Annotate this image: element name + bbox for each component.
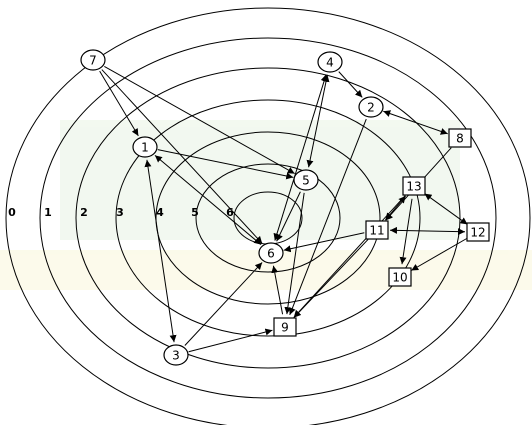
- node-label: 13: [406, 180, 421, 194]
- node-label: 3: [172, 349, 180, 363]
- node-box: [402, 176, 426, 196]
- node-box: [388, 267, 412, 287]
- node-label: 12: [470, 226, 485, 240]
- ring-label: 3: [116, 206, 124, 219]
- node-box: [466, 222, 490, 242]
- arrow: [284, 192, 305, 315]
- arrow: [399, 198, 413, 265]
- ring: [5, 7, 531, 425]
- arrow: [384, 195, 407, 221]
- node-label: 7: [89, 54, 97, 68]
- node-label: 1: [141, 141, 149, 155]
- ring-label: 5: [191, 206, 199, 219]
- arrow: [271, 265, 284, 315]
- arrow: [144, 159, 177, 343]
- arrow: [99, 70, 139, 137]
- node-circle: [163, 344, 189, 366]
- arrow: [276, 191, 301, 242]
- node-circle: [293, 169, 319, 191]
- node-label: 2: [367, 101, 375, 115]
- node-label: 10: [392, 271, 407, 285]
- node-label: 6: [267, 247, 275, 261]
- ring-labels: 0 1 2 3 4 5 6: [8, 206, 234, 219]
- arrow: [289, 118, 367, 316]
- node-circle: [317, 51, 343, 73]
- arrow: [338, 71, 363, 98]
- arrow: [306, 74, 330, 168]
- node-circle: [132, 136, 158, 158]
- node-label: 11: [369, 224, 384, 238]
- ring-label: 0: [8, 206, 16, 219]
- arrow: [383, 110, 448, 135]
- node-label: 4: [326, 56, 334, 70]
- node-circle: [258, 242, 284, 264]
- arrow: [411, 238, 467, 271]
- ring-label: 2: [80, 206, 88, 219]
- arrow: [293, 239, 369, 318]
- arrow: [104, 65, 295, 175]
- arrow: [283, 232, 365, 253]
- arrow: [184, 262, 263, 346]
- ring: [39, 37, 497, 399]
- node-circle: [358, 96, 384, 118]
- arrow: [188, 328, 273, 353]
- node-circle: [80, 49, 106, 71]
- node-label: 5: [302, 174, 310, 188]
- ring: [115, 99, 421, 337]
- node-box: [365, 220, 389, 240]
- node-box: [273, 317, 297, 337]
- arrow: [157, 149, 294, 180]
- node-label: 9: [281, 321, 289, 335]
- ring-label: 1: [44, 206, 52, 219]
- arrow: [389, 226, 466, 236]
- edges: [99, 65, 468, 353]
- arrow: [424, 193, 468, 225]
- node-label: 8: [456, 132, 464, 146]
- arrow: [293, 195, 406, 318]
- node-box: [448, 128, 472, 148]
- ring-label: 4: [156, 206, 164, 219]
- ring-label: 6: [226, 206, 234, 219]
